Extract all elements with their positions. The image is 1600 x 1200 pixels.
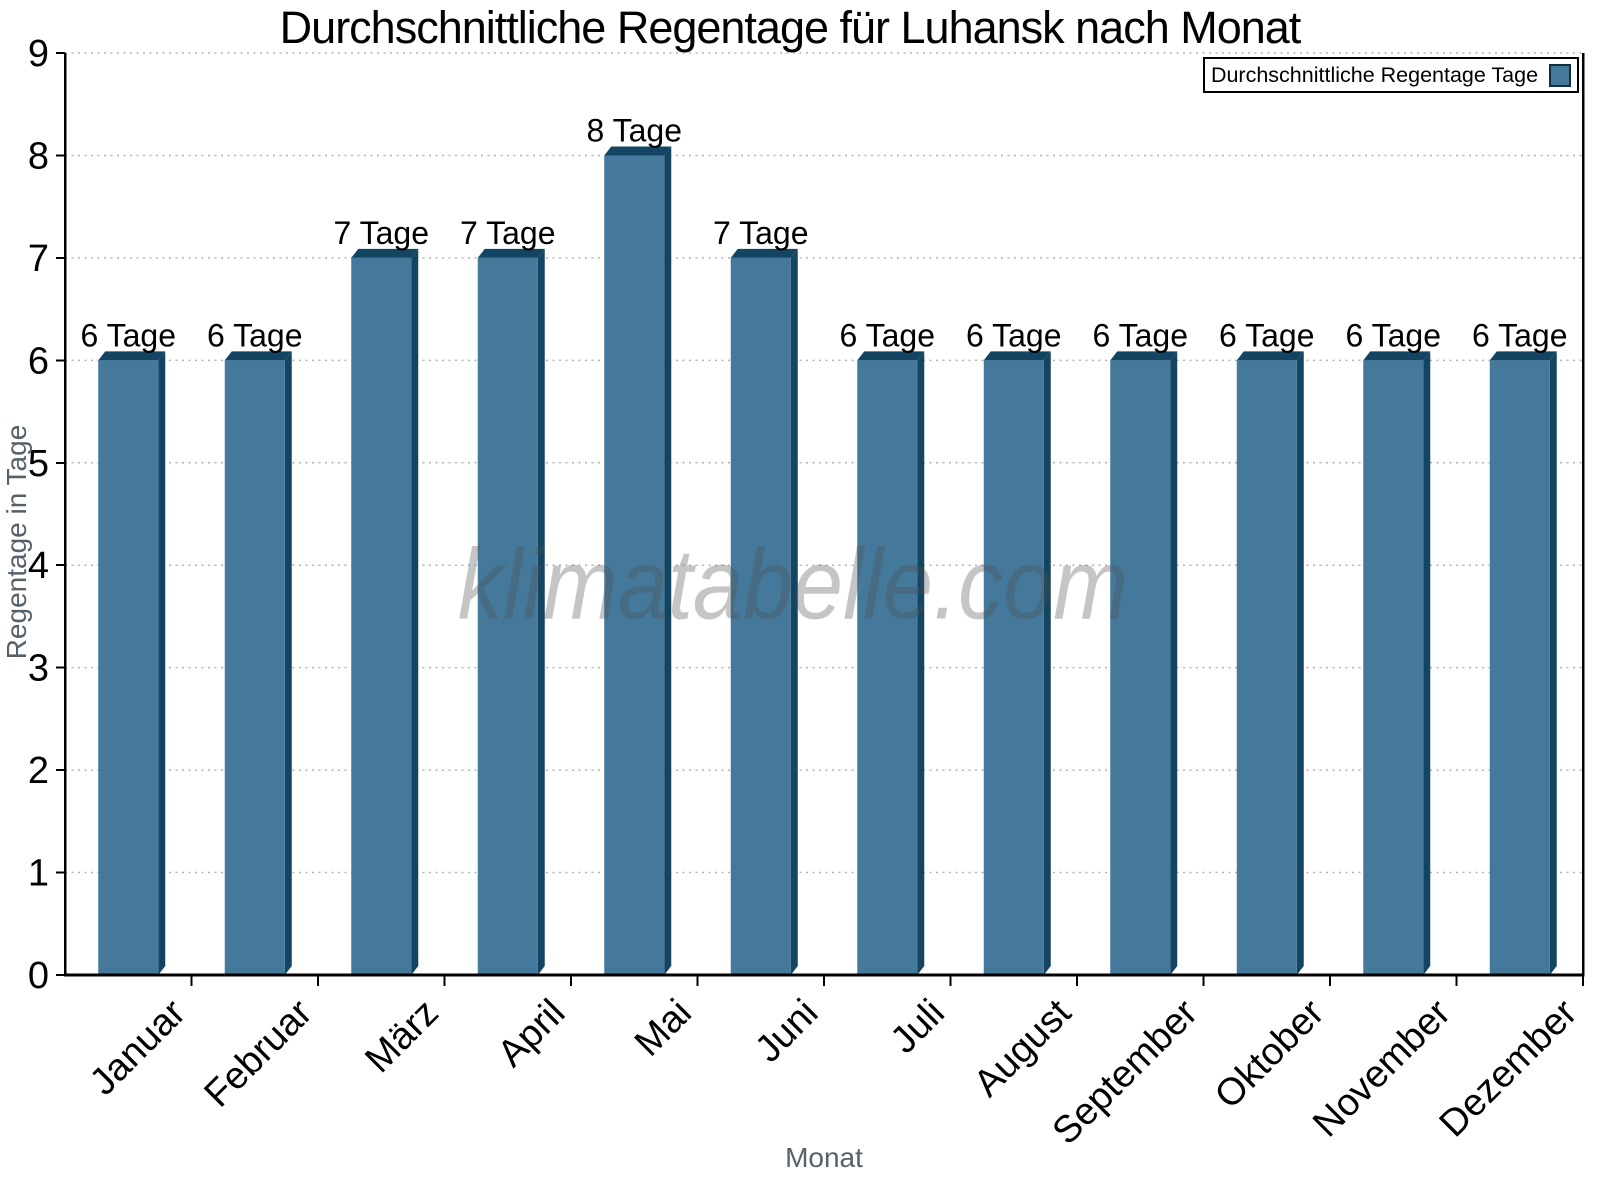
bar <box>224 360 285 975</box>
x-tick-label: Januar <box>82 991 194 1103</box>
bar <box>604 155 665 975</box>
x-tick-label: März <box>357 992 446 1081</box>
bar-value-label: 6 Tage <box>81 317 177 353</box>
bar-value-label: 6 Tage <box>1346 317 1442 353</box>
bar-side-face <box>1549 351 1557 975</box>
bar <box>857 360 918 975</box>
bar-top-face <box>1363 351 1431 361</box>
bar-value-label: 6 Tage <box>207 317 303 353</box>
bar-top-face <box>604 146 672 156</box>
bar-value-label: 7 Tage <box>460 215 556 251</box>
bar <box>98 360 159 975</box>
bar <box>1489 360 1550 975</box>
y-tick-label: 7 <box>28 238 49 280</box>
bar-top-face <box>730 248 798 258</box>
bar-top-face <box>1236 351 1304 361</box>
x-tick-label: Juni <box>747 992 826 1071</box>
x-axis-title: Monat <box>785 1142 863 1173</box>
y-tick-label: 3 <box>28 648 49 690</box>
bar-value-label: 6 Tage <box>1472 317 1568 353</box>
legend: Durchschnittliche Regentage Tage <box>1203 57 1579 93</box>
y-tick-label: 8 <box>28 135 49 177</box>
bar-top-face <box>477 248 545 258</box>
bar-value-label: 8 Tage <box>587 112 683 148</box>
bar-side-face <box>537 248 545 975</box>
bar <box>477 257 538 975</box>
bar-side-face <box>1296 351 1304 975</box>
x-tick-label: Dezember <box>1432 991 1586 1145</box>
bar-value-label: 7 Tage <box>334 215 430 251</box>
bar-top-face <box>224 351 292 361</box>
bar-value-label: 7 Tage <box>713 215 809 251</box>
x-tick-label: November <box>1305 991 1459 1145</box>
bar-side-face <box>917 351 925 975</box>
x-tick-label: Mai <box>627 992 700 1065</box>
bar-top-face <box>98 351 166 361</box>
bar-side-face <box>790 248 798 975</box>
legend-swatch <box>1549 63 1572 87</box>
bar-value-label: 6 Tage <box>1093 317 1189 353</box>
y-tick-label: 2 <box>28 750 49 792</box>
bar-side-face <box>411 248 419 975</box>
bar-top-face <box>351 248 419 258</box>
y-tick-label: 9 <box>28 33 49 75</box>
bar-top-face <box>1110 351 1178 361</box>
bar-top-face <box>983 351 1051 361</box>
bar <box>730 257 791 975</box>
y-tick-label: 0 <box>28 955 49 997</box>
bar-value-label: 6 Tage <box>840 317 936 353</box>
bar-side-face <box>158 351 166 975</box>
bar-side-face <box>664 146 672 975</box>
y-tick-label: 1 <box>28 853 49 895</box>
legend-label: Durchschnittliche Regentage Tage <box>1210 62 1539 87</box>
y-axis-title: Regentage in Tage <box>1 424 32 660</box>
x-tick-label: Juli <box>883 992 953 1062</box>
bar <box>351 257 412 975</box>
chart-title: Durchschnittliche Regentage für Luhansk … <box>279 2 1302 53</box>
bar-side-face <box>1170 351 1178 975</box>
y-tick-label: 6 <box>28 340 49 382</box>
bar-side-face <box>284 351 292 975</box>
y-tick-label: 5 <box>28 443 49 485</box>
y-tick-label: 4 <box>28 545 49 587</box>
bar-value-label: 6 Tage <box>1219 317 1315 353</box>
bar-top-face <box>857 351 925 361</box>
x-tick-label: April <box>490 992 573 1075</box>
bar-side-face <box>1423 351 1431 975</box>
x-tick-label: August <box>966 991 1080 1105</box>
bar <box>983 360 1044 975</box>
bar <box>1236 360 1297 975</box>
bar <box>1363 360 1424 975</box>
bar-top-face <box>1489 351 1557 361</box>
x-tick-label: Oktober <box>1207 991 1333 1117</box>
bar <box>1110 360 1171 975</box>
x-tick-label: Februar <box>197 991 321 1115</box>
bar-side-face <box>1043 351 1051 975</box>
bar-value-label: 6 Tage <box>966 317 1062 353</box>
